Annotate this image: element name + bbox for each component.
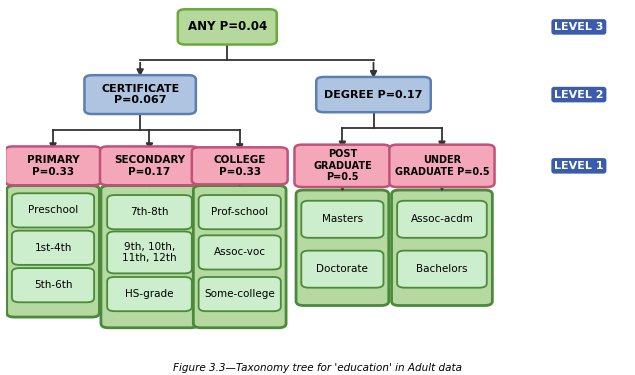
Text: LEVEL 1: LEVEL 1 [554,161,604,171]
Text: Figure 3.3—Taxonomy tree for 'education' in Adult data: Figure 3.3—Taxonomy tree for 'education'… [173,363,462,373]
FancyBboxPatch shape [389,145,495,187]
FancyBboxPatch shape [101,186,198,328]
FancyBboxPatch shape [199,277,281,311]
Text: ANY P=0.04: ANY P=0.04 [187,20,267,33]
Text: 5th-6th: 5th-6th [34,280,72,290]
FancyBboxPatch shape [199,236,281,270]
FancyBboxPatch shape [107,231,192,273]
FancyBboxPatch shape [6,186,100,317]
Text: HS-grade: HS-grade [125,289,174,299]
Text: Assoc-voc: Assoc-voc [214,248,265,257]
Text: Preschool: Preschool [28,206,78,215]
Text: 9th, 10th,
11th, 12th: 9th, 10th, 11th, 12th [122,242,177,263]
FancyBboxPatch shape [296,190,389,306]
FancyBboxPatch shape [100,146,199,185]
FancyBboxPatch shape [397,201,487,238]
Text: Bachelors: Bachelors [416,264,468,274]
Text: 7th-8th: 7th-8th [130,207,169,217]
Text: PRIMARY
P=0.33: PRIMARY P=0.33 [27,155,79,177]
FancyBboxPatch shape [193,186,286,328]
FancyBboxPatch shape [302,251,384,288]
FancyBboxPatch shape [107,277,192,311]
Text: Prof-school: Prof-school [211,207,268,217]
Text: Assoc-acdm: Assoc-acdm [410,214,474,224]
FancyBboxPatch shape [316,77,431,112]
Text: Masters: Masters [322,214,363,224]
FancyBboxPatch shape [199,195,281,229]
FancyBboxPatch shape [12,231,94,265]
Text: DEGREE P=0.17: DEGREE P=0.17 [324,90,423,100]
FancyBboxPatch shape [302,201,384,238]
Text: Some-college: Some-college [204,289,275,299]
Text: LEVEL 2: LEVEL 2 [554,90,604,100]
FancyBboxPatch shape [178,9,277,45]
Text: COLLEGE
P=0.33: COLLEGE P=0.33 [213,155,266,177]
FancyBboxPatch shape [84,75,196,114]
Text: POST
GRADUATE
P=0.5: POST GRADUATE P=0.5 [313,149,371,183]
FancyBboxPatch shape [12,193,94,228]
FancyBboxPatch shape [12,268,94,302]
Text: SECONDARY
P=0.17: SECONDARY P=0.17 [114,155,185,177]
FancyBboxPatch shape [5,146,101,185]
FancyBboxPatch shape [397,251,487,288]
FancyBboxPatch shape [107,195,192,229]
FancyBboxPatch shape [192,147,288,184]
Text: 1st-4th: 1st-4th [34,243,72,253]
FancyBboxPatch shape [295,145,391,187]
Text: CERTIFICATE
P=0.067: CERTIFICATE P=0.067 [101,84,179,105]
FancyBboxPatch shape [392,190,492,306]
Text: Doctorate: Doctorate [316,264,368,274]
Text: LEVEL 3: LEVEL 3 [554,22,603,32]
Text: UNDER
GRADUATE P=0.5: UNDER GRADUATE P=0.5 [394,155,490,177]
